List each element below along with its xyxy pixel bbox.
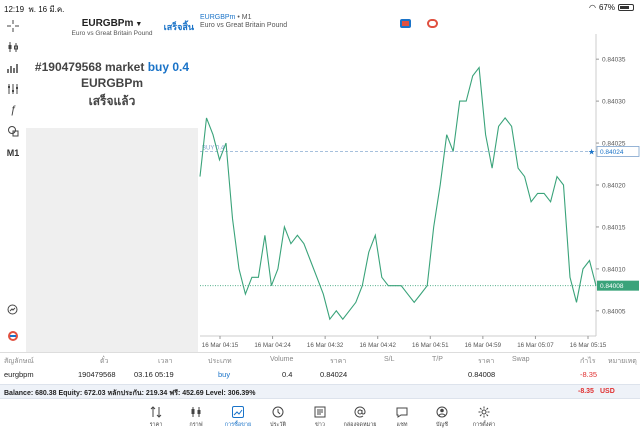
nav-chat[interactable]: แชท <box>382 406 422 429</box>
x-tick-label: 16 Mar 05:15 <box>570 342 607 349</box>
x-tick-label: 16 Mar 04:51 <box>412 342 449 349</box>
trade-symbol-desc: Euro vs Great Britain Pound <box>71 30 153 37</box>
nav-mailbox[interactable]: กล่องจดหมาย <box>340 406 380 429</box>
one-click-trading-icon[interactable] <box>4 328 22 344</box>
arrows-up-down-icon <box>150 406 162 418</box>
done-button[interactable]: เสร็จสิ้น <box>163 22 194 32</box>
chart-search-icon[interactable] <box>4 302 22 318</box>
price-chart[interactable]: 0.84005 0.84010 0.84015 0.84020 0.84025 0.840… <box>198 30 640 352</box>
result-symbol: EURGBPm <box>80 76 143 90</box>
x-tick-label: 16 Mar 04:24 <box>254 342 291 349</box>
table-row[interactable]: eurgbpm 190479568 03.16 05:19 buy 0.4 0.… <box>0 367 640 383</box>
nav-charts[interactable]: กราฟ <box>176 406 216 429</box>
depth-of-market-icon[interactable] <box>427 19 438 28</box>
candles-icon <box>191 407 201 417</box>
buy-marker-icon: ★ <box>588 147 595 156</box>
y-tick-label: 0.84025 <box>602 141 626 148</box>
trade-symbol-selector[interactable]: EURGBPm ▼ <box>81 18 143 29</box>
status-bar: 12:19 พ. 16 มี.ค. ◠ 67% <box>0 0 640 14</box>
settings-sliders-icon[interactable] <box>4 81 22 97</box>
col-header-comment: หมายเหตุ <box>608 358 637 365</box>
wifi-icon: ◠ <box>589 3 596 12</box>
left-toolbar: ƒ M1 <box>0 14 26 352</box>
positions-table-header: สัญลักษณ์ ตั๋ว เวลา ประเภท Volume ราคา S… <box>0 352 640 366</box>
battery-icon <box>618 4 634 11</box>
panel-background <box>26 128 198 352</box>
buy-level-label: BUY 0.4 <box>202 145 225 151</box>
x-tick-label: 16 Mar 04:42 <box>359 342 396 349</box>
nav-settings[interactable]: การตั้งค่า <box>464 406 504 429</box>
indicators-icon[interactable] <box>4 60 22 76</box>
price-series-line <box>199 66 597 321</box>
col-header-swap: Swap <box>512 356 530 363</box>
col-header-profit: กำไร <box>580 358 596 365</box>
trade-result-panel: EURGBPm ▼ Euro vs Great Britain Pound เสร… <box>26 14 198 128</box>
y-tick-label: 0.84030 <box>602 99 626 106</box>
chat-icon <box>396 407 408 418</box>
chart-type-icon[interactable] <box>4 39 22 55</box>
y-tick-label: 0.84035 <box>602 57 626 64</box>
row-symbol: eurgbpm <box>4 370 34 379</box>
col-header-time: เวลา <box>158 358 173 365</box>
nav-trade[interactable]: การซื้อขาย <box>218 406 258 429</box>
y-tick-label: 0.84015 <box>602 224 626 231</box>
y-tick-label: 0.84020 <box>602 183 626 190</box>
balance-bar: Balance: 680.38 Equity: 672.03 หลักประกั… <box>0 384 640 399</box>
col-header-ticket: ตั๋ว <box>100 358 109 365</box>
y-tick-label: 0.84005 <box>602 308 626 315</box>
buy-price-label: 0.84024 <box>600 149 624 156</box>
news-icon <box>314 406 326 418</box>
current-price-label: 0.84008 <box>600 283 624 290</box>
nav-history[interactable]: ประวัติ <box>258 406 298 429</box>
objects-icon[interactable] <box>4 123 22 139</box>
timeframe-button[interactable]: M1 <box>6 148 20 158</box>
row-open-price: 0.84024 <box>320 370 348 379</box>
nav-account[interactable]: บัญชี <box>422 406 462 429</box>
col-header-sl: S/L <box>384 356 395 363</box>
col-header-volume: Volume <box>270 356 294 363</box>
x-tick-label: 16 Mar 04:59 <box>465 342 502 349</box>
chart-header: EURGBPm • M1 Euro vs Great Britain Pound <box>200 14 288 29</box>
row-type: buy <box>218 370 231 379</box>
balance-summary: Balance: 680.38 Equity: 672.03 หลักประกั… <box>4 390 256 397</box>
total-profit: -8.35 <box>578 388 594 395</box>
x-tick-label: 16 Mar 04:15 <box>202 342 239 349</box>
result-status: เสร็จแล้ว <box>88 94 136 108</box>
account-icon <box>436 406 448 418</box>
bottom-nav: ราคา กราฟ การซื้อขาย ประวัติ ข่าว กล่องจ… <box>0 400 640 447</box>
row-time: 03.16 05:19 <box>134 370 174 379</box>
status-time-date: 12:19 พ. 16 มี.ค. <box>4 5 65 14</box>
mailbox-icon <box>354 406 366 418</box>
x-tick-label: 16 Mar 05:07 <box>517 342 554 349</box>
settings-icon <box>478 406 490 418</box>
y-tick-label: 0.84010 <box>602 266 626 273</box>
row-profit: -8.35 <box>580 370 598 379</box>
account-currency: USD <box>600 388 615 395</box>
col-header-tp: T/P <box>432 356 443 363</box>
battery-percent: 67% <box>598 3 615 12</box>
trade-chart-icon <box>232 406 244 418</box>
sell-buy-toggle-icon[interactable] <box>400 19 411 28</box>
row-ticket: 190479568 <box>78 370 116 379</box>
crosshair-icon[interactable] <box>4 18 22 34</box>
col-header-price: ราคา <box>478 358 495 365</box>
history-icon <box>272 406 284 418</box>
row-volume: 0.4 <box>282 370 293 379</box>
col-header-type: ประเภท <box>208 358 232 365</box>
buy-price-tag <box>596 146 640 157</box>
order-summary: #190479568 market buy 0.4 <box>34 60 190 74</box>
current-price-tag <box>597 280 639 291</box>
chevron-down-icon: ▼ <box>135 21 143 28</box>
x-tick-label: 16 Mar 04:32 <box>307 342 344 349</box>
function-icon[interactable]: ƒ <box>9 104 17 116</box>
col-header-open-price: ราคา <box>330 358 347 365</box>
nav-quotes[interactable]: ราคา <box>136 406 176 429</box>
col-header-symbol: สัญลักษณ์ <box>4 358 34 365</box>
row-price: 0.84008 <box>468 370 496 379</box>
nav-news[interactable]: ข่าว <box>300 406 340 429</box>
